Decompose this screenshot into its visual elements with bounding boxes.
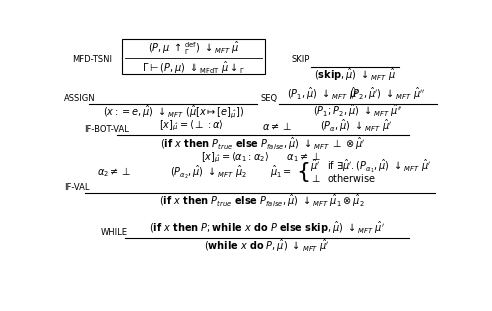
Text: $(P_2,\hat{\mu}^{\prime})\ \downarrow_{\mathit{MFT}}\ \hat{\mu}^{\prime\prime}$: $(P_2,\hat{\mu}^{\prime})\ \downarrow_{\… — [349, 86, 425, 102]
Text: SKIP: SKIP — [291, 55, 309, 64]
Text: IF-VAL: IF-VAL — [64, 183, 90, 192]
Text: $[x]_{\hat{\mu}} = \langle\alpha_1:\alpha_2\rangle\qquad\alpha_1\neq\bot$: $[x]_{\hat{\mu}} = \langle\alpha_1:\alph… — [201, 150, 322, 165]
Text: $(P,\mu\ \uparrow_{\Gamma}^{\mathsf{def}})\ \downarrow_{\mathit{MFT}}\ \hat{\mu}: $(P,\mu\ \uparrow_{\Gamma}^{\mathsf{def}… — [148, 40, 240, 58]
Text: $(\mathbf{skip},\hat{\mu})\ \downarrow_{\mathit{MFT}}\ \hat{\mu}$: $(\mathbf{skip},\hat{\mu})\ \downarrow_{… — [313, 67, 396, 83]
Text: SEQ: SEQ — [261, 94, 278, 103]
Text: $(\mathbf{while}\ x\ \mathbf{do}\ P,\hat{\mu})\ \downarrow_{\mathit{MFT}}\ \hat{: $(\mathbf{while}\ x\ \mathbf{do}\ P,\hat… — [204, 238, 330, 254]
Text: $(P_{\alpha},\hat{\mu})\ \downarrow_{\mathit{MFT}}\ \hat{\mu}^{\prime}$: $(P_{\alpha},\hat{\mu})\ \downarrow_{\ma… — [320, 118, 392, 134]
Text: $\alpha_2\neq\bot$: $\alpha_2\neq\bot$ — [97, 165, 131, 179]
Text: $(P_1;P_2,\hat{\mu})\ \downarrow_{\mathit{MFT}}\ \hat{\mu}^{\prime\prime}$: $(P_1;P_2,\hat{\mu})\ \downarrow_{\mathi… — [313, 103, 402, 119]
Text: $\mathrm{otherwise}$: $\mathrm{otherwise}$ — [327, 172, 376, 184]
Text: ASSIGN: ASSIGN — [64, 94, 96, 103]
Text: $(\mathbf{if}\ x\ \mathbf{then}\ P;\mathbf{while}\ x\ \mathbf{do}\ P\ \mathbf{el: $(\mathbf{if}\ x\ \mathbf{then}\ P;\math… — [149, 219, 385, 236]
Text: IF-BOT-VAL: IF-BOT-VAL — [84, 125, 129, 134]
Text: $\hat{\mu}_1 =$: $\hat{\mu}_1 =$ — [270, 164, 292, 180]
Text: MFD-TSNI: MFD-TSNI — [72, 55, 113, 64]
Text: WHILE: WHILE — [101, 228, 128, 237]
Text: $\hat{\mu}'$: $\hat{\mu}'$ — [309, 158, 320, 174]
Text: $\Gamma\vdash(P,\mu)\ \Downarrow_{\mathsf{MFdT}}\ \hat{\mu}\downarrow_{\Gamma}$: $\Gamma\vdash(P,\mu)\ \Downarrow_{\maths… — [142, 60, 246, 76]
Text: $\left\{\ \right.$: $\left\{\ \right.$ — [296, 160, 309, 184]
Text: $\mathrm{if}\ \exists\hat{\mu}'.(P_{\alpha_1},\hat{\mu})\ \downarrow_{\mathit{MF: $\mathrm{if}\ \exists\hat{\mu}'.(P_{\alp… — [327, 157, 431, 174]
Text: $\alpha\neq\bot$: $\alpha\neq\bot$ — [262, 120, 292, 132]
Text: $(P_{\alpha_2},\hat{\mu})\ \downarrow_{\mathit{MFT}}\ \hat{\mu}_2$: $(P_{\alpha_2},\hat{\mu})\ \downarrow_{\… — [170, 164, 247, 181]
Text: $(\mathbf{if}\ x\ \mathbf{then}\ P_{\mathit{true}}\ \mathbf{else}\ P_{\mathit{fa: $(\mathbf{if}\ x\ \mathbf{then}\ P_{\mat… — [160, 136, 366, 152]
Text: $(\mathbf{if}\ x\ \mathbf{then}\ P_{\mathit{true}}\ \mathbf{else}\ P_{\mathit{fa: $(\mathbf{if}\ x\ \mathbf{then}\ P_{\mat… — [158, 193, 364, 209]
Text: $(x := e,\hat{\mu})\ \downarrow_{\mathit{MFT}}\ (\hat{\mu}[x \mapsto [e]_{\hat{\: $(x := e,\hat{\mu})\ \downarrow_{\mathit… — [103, 103, 244, 119]
Text: $\bot$: $\bot$ — [309, 172, 321, 184]
Bar — [122, 39, 265, 74]
Text: $(P_1,\hat{\mu})\ \downarrow_{\mathit{MFT}}\ \hat{\mu}^{\prime}$: $(P_1,\hat{\mu})\ \downarrow_{\mathit{MF… — [287, 86, 360, 102]
Text: $[x]_{\hat{\mu}} = \langle\bot:\alpha\rangle$: $[x]_{\hat{\mu}} = \langle\bot:\alpha\ra… — [159, 119, 224, 133]
